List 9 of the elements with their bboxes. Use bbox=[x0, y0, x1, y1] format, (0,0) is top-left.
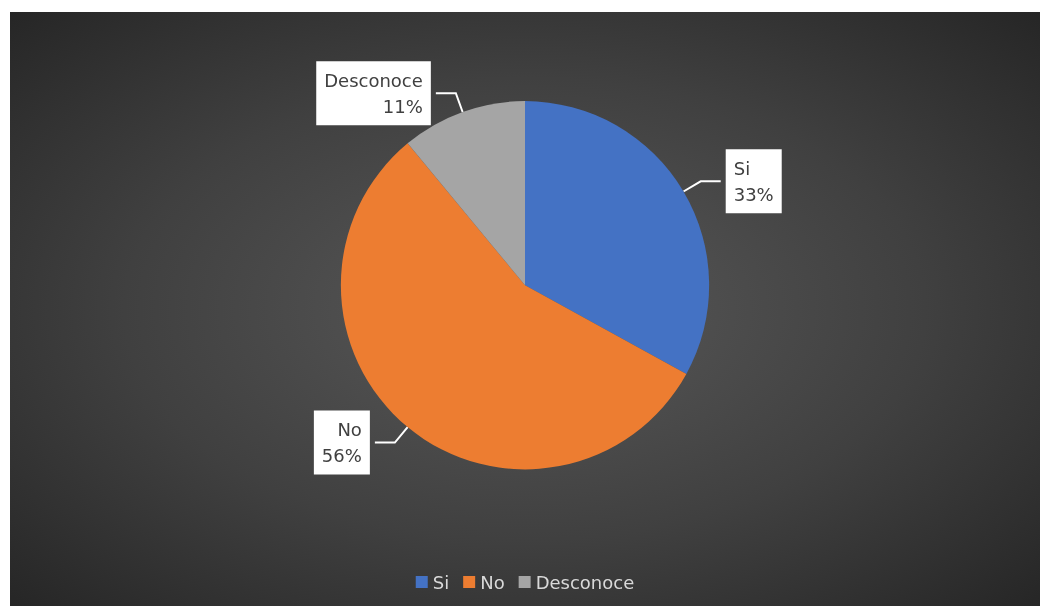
data-label: 56% bbox=[321, 445, 362, 467]
data-label: 11% bbox=[382, 95, 423, 117]
slice-label: Desconoce bbox=[324, 69, 423, 91]
data-label: 33% bbox=[733, 183, 774, 205]
legend-label: Desconoce bbox=[535, 571, 635, 593]
slice-label: No bbox=[337, 419, 362, 441]
legend-label: Si bbox=[432, 571, 450, 593]
legend-label: No bbox=[480, 571, 505, 593]
slice-label: Si bbox=[733, 157, 751, 179]
